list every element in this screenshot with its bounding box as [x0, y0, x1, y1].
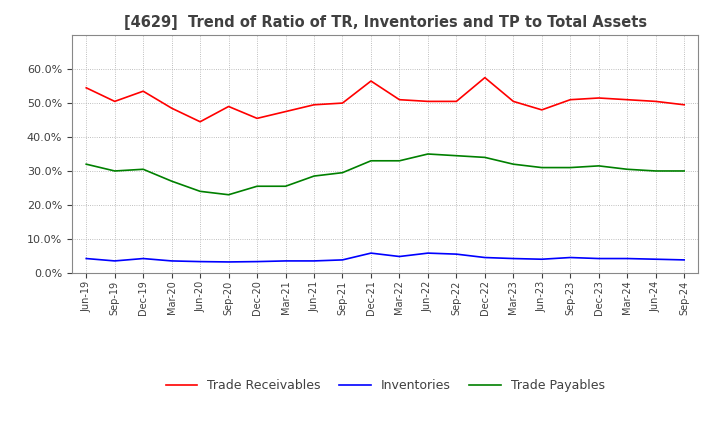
Trade Payables: [338, 170, 347, 175]
Inventories: [509, 256, 518, 261]
Trade Receivables: [623, 97, 631, 103]
Trade Receivables: [310, 102, 318, 107]
Inventories: [452, 252, 461, 257]
Inventories: [537, 257, 546, 262]
Trade Receivables: [82, 85, 91, 91]
Trade Payables: [509, 161, 518, 167]
Inventories: [338, 257, 347, 263]
Inventories: [623, 256, 631, 261]
Trade Receivables: [366, 78, 375, 84]
Line: Trade Receivables: Trade Receivables: [86, 77, 684, 122]
Inventories: [366, 250, 375, 256]
Trade Receivables: [110, 99, 119, 104]
Inventories: [282, 258, 290, 264]
Trade Payables: [110, 169, 119, 174]
Line: Trade Payables: Trade Payables: [86, 154, 684, 195]
Trade Receivables: [167, 106, 176, 111]
Trade Payables: [196, 189, 204, 194]
Inventories: [310, 258, 318, 264]
Trade Receivables: [395, 97, 404, 103]
Inventories: [110, 258, 119, 264]
Trade Payables: [423, 151, 432, 157]
Trade Receivables: [566, 97, 575, 103]
Inventories: [652, 257, 660, 262]
Trade Receivables: [452, 99, 461, 104]
Inventories: [423, 250, 432, 256]
Inventories: [167, 258, 176, 264]
Trade Payables: [680, 169, 688, 174]
Trade Receivables: [595, 95, 603, 101]
Trade Payables: [395, 158, 404, 163]
Trade Payables: [82, 161, 91, 167]
Trade Payables: [139, 167, 148, 172]
Title: [4629]  Trend of Ratio of TR, Inventories and TP to Total Assets: [4629] Trend of Ratio of TR, Inventories…: [124, 15, 647, 30]
Inventories: [82, 256, 91, 261]
Trade Payables: [452, 153, 461, 158]
Trade Receivables: [423, 99, 432, 104]
Trade Payables: [537, 165, 546, 170]
Inventories: [225, 259, 233, 264]
Trade Payables: [366, 158, 375, 163]
Inventories: [680, 257, 688, 263]
Trade Receivables: [680, 102, 688, 107]
Trade Payables: [225, 192, 233, 198]
Trade Receivables: [196, 119, 204, 125]
Inventories: [139, 256, 148, 261]
Trade Payables: [595, 163, 603, 169]
Trade Receivables: [537, 107, 546, 113]
Trade Receivables: [509, 99, 518, 104]
Trade Payables: [623, 167, 631, 172]
Trade Receivables: [338, 100, 347, 106]
Inventories: [595, 256, 603, 261]
Inventories: [480, 255, 489, 260]
Trade Payables: [652, 169, 660, 174]
Trade Receivables: [253, 116, 261, 121]
Trade Receivables: [480, 75, 489, 80]
Trade Payables: [566, 165, 575, 170]
Inventories: [196, 259, 204, 264]
Trade Payables: [310, 173, 318, 179]
Trade Payables: [480, 155, 489, 160]
Inventories: [566, 255, 575, 260]
Inventories: [253, 259, 261, 264]
Trade Receivables: [282, 109, 290, 114]
Trade Receivables: [139, 88, 148, 94]
Inventories: [395, 254, 404, 259]
Trade Receivables: [652, 99, 660, 104]
Trade Payables: [282, 183, 290, 189]
Legend: Trade Receivables, Inventories, Trade Payables: Trade Receivables, Inventories, Trade Pa…: [161, 374, 610, 397]
Trade Payables: [253, 183, 261, 189]
Trade Receivables: [225, 104, 233, 109]
Line: Inventories: Inventories: [86, 253, 684, 262]
Trade Payables: [167, 179, 176, 184]
